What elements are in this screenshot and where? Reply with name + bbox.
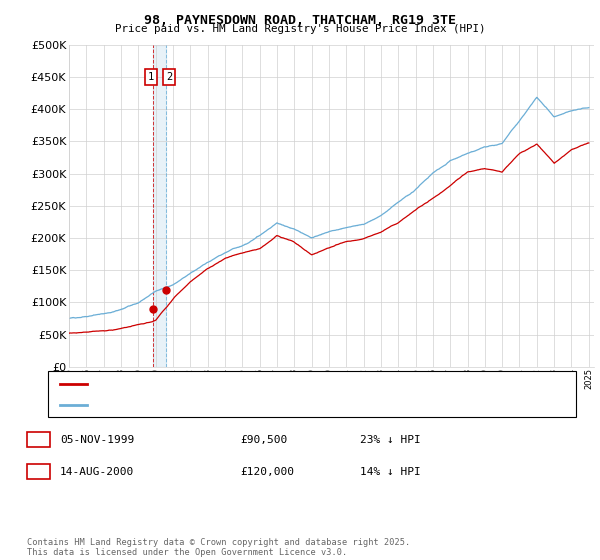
Bar: [153, 45, 166, 367]
Text: 1: 1: [148, 72, 154, 82]
Text: 1: 1: [35, 433, 42, 446]
Text: 14-AUG-2000: 14-AUG-2000: [60, 466, 134, 477]
Text: 2: 2: [35, 465, 42, 478]
Text: 14% ↓ HPI: 14% ↓ HPI: [360, 466, 421, 477]
Text: 98, PAYNESDOWN ROAD, THATCHAM, RG19 3TE (semi-detached house): 98, PAYNESDOWN ROAD, THATCHAM, RG19 3TE …: [93, 379, 451, 389]
Text: Contains HM Land Registry data © Crown copyright and database right 2025.
This d: Contains HM Land Registry data © Crown c…: [27, 538, 410, 557]
Text: 23% ↓ HPI: 23% ↓ HPI: [360, 435, 421, 445]
Text: Price paid vs. HM Land Registry's House Price Index (HPI): Price paid vs. HM Land Registry's House …: [115, 24, 485, 34]
Text: £120,000: £120,000: [240, 466, 294, 477]
Text: £90,500: £90,500: [240, 435, 287, 445]
Text: HPI: Average price, semi-detached house, West Berkshire: HPI: Average price, semi-detached house,…: [93, 400, 416, 410]
Text: 2: 2: [166, 72, 172, 82]
Text: 98, PAYNESDOWN ROAD, THATCHAM, RG19 3TE: 98, PAYNESDOWN ROAD, THATCHAM, RG19 3TE: [144, 14, 456, 27]
Text: 05-NOV-1999: 05-NOV-1999: [60, 435, 134, 445]
